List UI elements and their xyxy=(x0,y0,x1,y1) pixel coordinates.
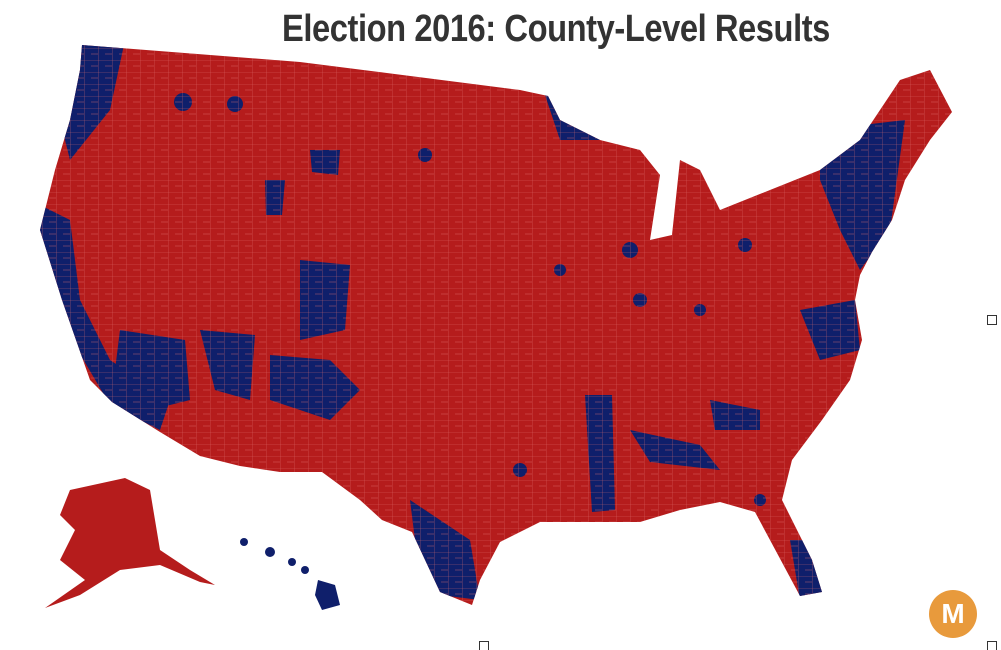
resize-handle[interactable] xyxy=(987,641,997,650)
resize-handle[interactable] xyxy=(479,641,489,650)
map-title: Election 2016: County-Level Results xyxy=(282,8,830,50)
alaska xyxy=(45,478,215,608)
logo: M xyxy=(929,590,977,638)
resize-handle[interactable] xyxy=(987,315,997,325)
hawaii xyxy=(240,538,340,610)
